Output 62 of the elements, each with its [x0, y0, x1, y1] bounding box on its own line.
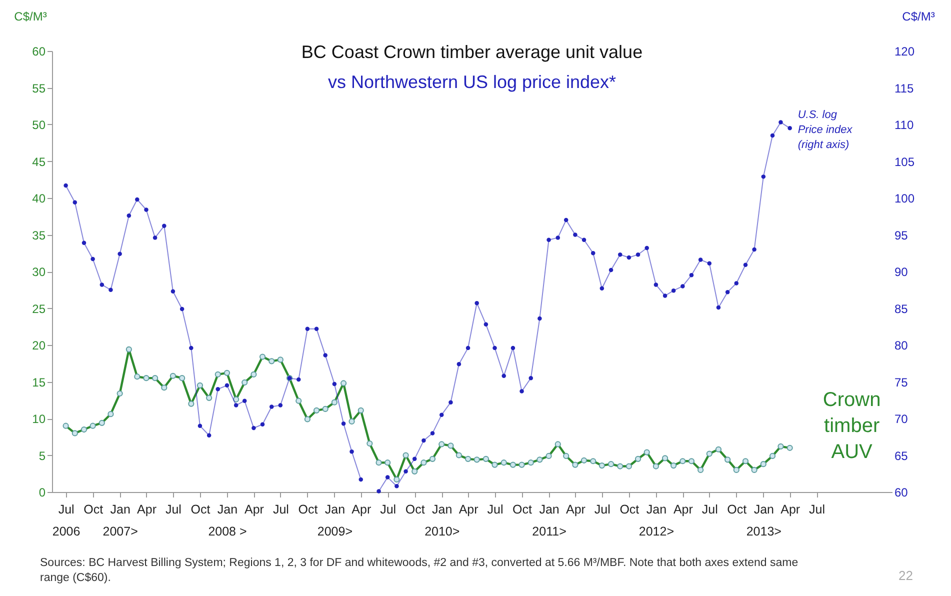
y-tick-label: 60 — [32, 44, 46, 58]
x-tick-label: Jan 2011> — [532, 502, 566, 538]
y2-tick-label: 70 — [894, 412, 908, 426]
y-tick-label: 5 — [38, 448, 46, 463]
x-tick-label: Oct — [405, 502, 426, 516]
x-tick-label: Jan 2013> — [746, 502, 782, 538]
y2-tick-label: 105 — [894, 154, 915, 169]
x-tick-label: Jul — [594, 502, 610, 516]
y-tick-label: 0 — [38, 486, 46, 500]
x-tick-label: Jul — [809, 502, 826, 516]
y-tick-label: 20 — [32, 338, 46, 352]
y-tick-label: 15 — [32, 375, 46, 390]
x-tick-label: Jan 2012> — [638, 502, 674, 538]
x-tick-label: Oct — [190, 502, 211, 516]
y2-tick-label: 80 — [894, 338, 908, 352]
text: vs Northwestern US log price index* — [328, 72, 616, 92]
y2-tick-label: 110 — [894, 118, 914, 132]
x-tick-label: Jan 2010> — [424, 502, 460, 538]
y-tick-label: 25 — [32, 302, 46, 316]
y2-tick-label: 95 — [894, 228, 908, 242]
x-tick-label: Apr — [352, 502, 372, 516]
chart-title: BC Coast Crown timber average unit value — [301, 42, 643, 62]
y2-axis-title: C$/M³ — [902, 10, 935, 24]
source-note: Sources: BC Harvest Billing System; Regions 1, 2, 3 for DF and whitewoods, #2 and #3, converted at 5.66 M³/MBF. Note that both axes extend same range (C$60). — [40, 556, 800, 586]
x-tick-label: Jul — [487, 502, 504, 516]
x-tick-label: Jan 2009> — [317, 502, 352, 538]
y-tick-label: 40 — [32, 192, 46, 206]
y-axis-title: C$/M³ — [14, 10, 47, 24]
y-tick-label: 30 — [32, 265, 46, 279]
x-tick-label: Jul 2006 — [52, 502, 80, 538]
text: 22 — [898, 568, 913, 583]
x-tick-label: Oct — [727, 502, 748, 516]
y-tick-label: 45 — [32, 154, 46, 169]
series-label: U.S. log Price index (right axis) — [798, 109, 853, 152]
x-tick-label: Oct — [512, 502, 533, 516]
y-tick-label: 50 — [32, 118, 46, 132]
x-tick-label: Apr — [673, 502, 693, 516]
y-tick-label: 10 — [32, 412, 46, 426]
y2-tick-label: 115 — [894, 81, 914, 96]
x-tick-label: Apr — [458, 502, 478, 516]
x-tick-label: Jul — [702, 502, 718, 516]
x-tick-label: Jul — [380, 502, 396, 516]
y2-tick-label: 60 — [894, 486, 908, 500]
y2-tick-label: 75 — [894, 375, 908, 390]
y-tick-label: 55 — [32, 81, 46, 96]
y2-tick-label: 120 — [894, 44, 915, 58]
y2-tick-label: 65 — [894, 448, 908, 463]
x-tick-label: Apr — [780, 502, 800, 516]
y-tick-label: 35 — [32, 228, 46, 242]
y2-tick-label: 90 — [894, 265, 908, 279]
x-tick-label: Jul — [272, 502, 289, 516]
x-tick-label: Oct — [298, 502, 318, 516]
x-tick-label: Apr — [244, 502, 264, 516]
x-tick-label: Jul — [165, 502, 182, 516]
y2-tick-label: 100 — [894, 192, 915, 206]
series-label: Crown timber AUV — [822, 388, 881, 463]
x-tick-label: Oct — [84, 502, 104, 516]
x-tick-label: Apr — [137, 502, 156, 516]
y2-tick-label: 85 — [894, 302, 908, 316]
x-tick-label: Oct — [620, 502, 640, 516]
x-tick-label: Jan 2007> — [102, 502, 138, 538]
x-tick-label: Apr — [566, 502, 586, 516]
